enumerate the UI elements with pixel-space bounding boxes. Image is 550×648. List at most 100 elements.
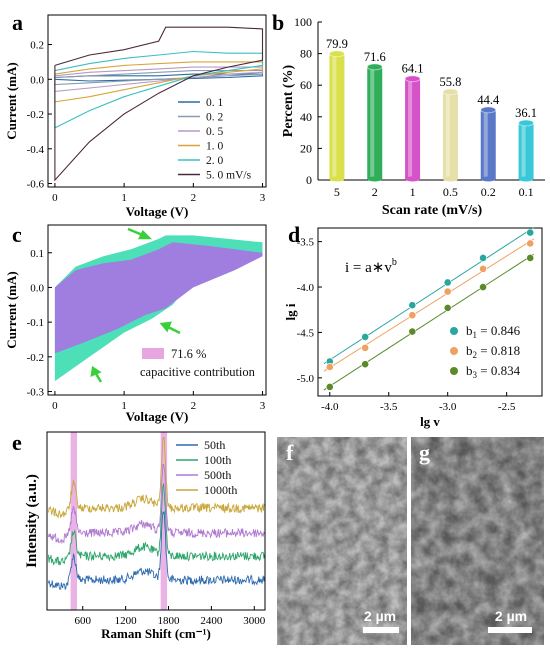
panel-d-ytick-0: -5.0 [297, 373, 315, 385]
panel-a-legend-label-0: 0. 1 [206, 97, 224, 109]
panel-a-legend-label-5: 5. 0 mV/s [206, 170, 252, 182]
panel-e-xtick-1: 1200 [115, 615, 138, 627]
panel-d-point-2-4 [479, 283, 487, 291]
panel-label-c: c [12, 222, 22, 247]
panel-c-area-capacitive [54, 242, 263, 354]
panel-a-plot-frame [47, 14, 267, 188]
panel-b-xlabel: Scan rate (mV/s) [382, 203, 483, 218]
panel-b-ytick-4: 80 [300, 47, 312, 61]
panel-d-xtick-1: -3.5 [380, 401, 398, 413]
panel-c-xtick-0: 0 [52, 400, 58, 412]
panel-a-ytick-1: -0.4 [27, 144, 45, 156]
panel-a-ylabel: Current (mA) [4, 62, 19, 139]
panel-b-ytick-2: 40 [300, 110, 312, 124]
panel-d-point-1-1 [361, 343, 370, 352]
panel-a-xlabel: Voltage (V) [126, 204, 189, 219]
panel-a-cv-loop-2 [54, 66, 264, 93]
panel-b-xtick-1: 2 [372, 185, 378, 199]
panel-b-bar-highlight-4 [483, 112, 488, 177]
panel-c-xtick-3: 3 [260, 400, 266, 412]
panel-e-legend-label-1: 100th [204, 453, 231, 467]
panel-a-xtick-2: 2 [191, 192, 197, 204]
panel-a-legend-label-3: 1. 0 [206, 141, 224, 153]
panel-e-highlight-band-1 [160, 432, 168, 610]
panel-b-bar-base-2 [405, 176, 421, 182]
panel-e-raman: 600 1200 1800 2400 3000 50th100th500th1000th… [24, 431, 266, 641]
panel-b-bar-cap-4 [480, 106, 497, 114]
sem-g-texture [411, 437, 544, 645]
arrow-middle-head [159, 321, 173, 333]
panel-b-xtick-2: 1 [410, 185, 416, 199]
panel-d-point-0-2 [408, 301, 417, 310]
panel-e-legend-label-3: 1000th [204, 483, 237, 497]
panel-c-legend-value: 71.6 % [171, 347, 206, 361]
panel-b-bar-cap-5 [518, 119, 535, 127]
panel-b-bar-chart: 0 20 40 60 80 100 79.9 5 71.6 2 64.1 1 55.8 0.5 44.4 0… [281, 15, 545, 218]
panel-d-point-1-2 [408, 311, 417, 320]
panel-b-bar-base-3 [442, 176, 458, 182]
panel-d-xlabel: lg v [420, 414, 440, 429]
panel-a-xtick-0: 0 [52, 192, 58, 204]
panel-a-cv-loop-3 [54, 61, 264, 103]
panel-d-point-1-3 [443, 287, 452, 296]
panel-d-log-fit: -4.0 -3.5 -3.0 -2.5 -5.0 -4.5 -4.0 -3.5 i = a∗v… [283, 227, 543, 429]
panel-d-point-0-4 [479, 254, 487, 262]
sem-g-scale-bar [488, 627, 532, 633]
sem-f-texture [277, 437, 407, 645]
panel-b-bar-4 [480, 109, 496, 180]
panel-c-plot-frame [47, 224, 267, 396]
panel-b-bar-cap-0 [328, 50, 345, 58]
sem-g-scale-label: 2 µm [495, 608, 527, 624]
panel-e-xtick-2: 1800 [158, 615, 181, 627]
panel-a-ytick-0: -0.6 [27, 179, 45, 191]
panel-b-xtick-0: 5 [334, 185, 340, 199]
panel-b-bar-cap-3 [442, 88, 459, 96]
panel-d-equation: i = a∗vb [345, 257, 397, 276]
panel-b-value-label-0: 79.9 [326, 37, 348, 51]
panel-c-ylabel: Current (mA) [4, 271, 19, 348]
panel-a-xtick-3: 3 [260, 192, 266, 204]
panel-b-value-label-1: 71.6 [364, 50, 386, 64]
panel-b-value-label-5: 36.1 [515, 106, 537, 120]
panel-b-bar-base-1 [367, 176, 383, 182]
panel-b-bar-base-4 [480, 176, 496, 182]
panel-e-spectrum-2 [47, 463, 265, 545]
panel-d-point-0-3 [443, 278, 452, 287]
panel-b-ytick-5: 100 [294, 15, 312, 29]
panel-c-ytick-4: 0.1 [30, 248, 44, 260]
panel-e-xtick-0: 600 [74, 615, 91, 627]
panel-d-fit-line-1 [323, 238, 535, 372]
panel-a-ytick-3: 0.0 [30, 74, 44, 86]
panel-d-point-2-3 [443, 304, 452, 312]
panel-d-ytick-3: -3.5 [297, 237, 315, 249]
panel-b-bar-base-0 [329, 176, 345, 182]
panel-c-capacitive-contribution: 0 1 2 3 -0.3 -0.2 -0.1 0.0 0.1 71.6 % capacitive… [4, 224, 267, 424]
panel-label-d: d [288, 222, 300, 247]
panel-e-spectrum-1 [47, 483, 265, 566]
panel-d-ytick-2: -4.0 [297, 282, 315, 294]
panel-e-legend-label-0: 50th [204, 438, 225, 452]
panel-d-legend-label-2: b3 = 0.834 [466, 363, 521, 380]
panel-d-legend-marker-2 [450, 367, 458, 375]
panel-d-legend-label-0: b1 = 0.846 [466, 323, 521, 340]
panel-b-xtick-3: 0.5 [443, 185, 458, 199]
panel-d-point-2-1 [361, 360, 370, 369]
panel-a-legend-label-4: 2. 0 [206, 155, 224, 167]
panel-b-bar-2 [405, 78, 421, 180]
panel-b-ytick-3: 60 [300, 78, 312, 92]
panel-e-highlight-band-0 [70, 432, 78, 610]
panel-b-xtick-5: 0.1 [519, 185, 534, 199]
panel-e-spectrum-0 [47, 511, 265, 591]
panel-e-plot-frame [46, 431, 266, 611]
panel-d-ytick-1: -4.5 [297, 327, 315, 339]
panel-d-point-2-2 [408, 327, 417, 336]
panel-c-arrows [90, 227, 181, 383]
panel-d-point-0-5 [526, 228, 535, 237]
sem-panel-g: g 2 µm [411, 437, 544, 645]
panel-d-xtick-2: -3.0 [439, 401, 457, 413]
panel-label-a: a [12, 10, 23, 35]
panel-label-b: b [272, 10, 284, 35]
sem-panel-f: f 2 µm [277, 437, 407, 645]
panel-b-value-label-4: 44.4 [477, 93, 500, 107]
